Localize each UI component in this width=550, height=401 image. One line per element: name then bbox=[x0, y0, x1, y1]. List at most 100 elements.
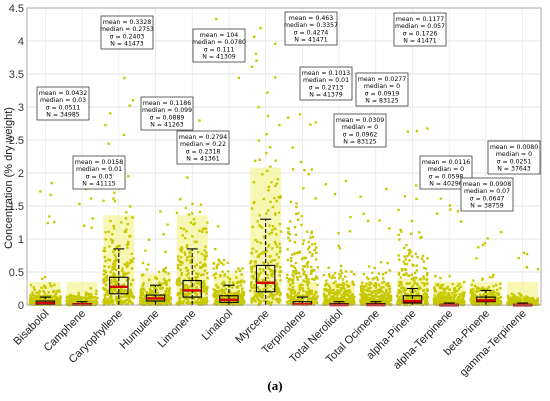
data-point bbox=[214, 301, 217, 305]
data-point bbox=[228, 280, 231, 284]
data-point bbox=[323, 288, 326, 292]
y-tick-label: 1.5 bbox=[9, 201, 24, 213]
data-point bbox=[475, 257, 478, 260]
data-point bbox=[231, 303, 234, 306]
data-point bbox=[177, 258, 180, 261]
data-point bbox=[169, 297, 173, 300]
data-point bbox=[278, 290, 281, 294]
data-point bbox=[67, 298, 70, 302]
data-point bbox=[197, 297, 200, 301]
data-point bbox=[139, 288, 143, 292]
data-point bbox=[46, 221, 50, 225]
data-point bbox=[335, 283, 339, 287]
data-point bbox=[387, 299, 391, 302]
data-point bbox=[370, 297, 373, 300]
box bbox=[182, 280, 202, 298]
data-point bbox=[279, 249, 282, 253]
data-point bbox=[274, 287, 277, 291]
data-point bbox=[102, 281, 105, 284]
data-point bbox=[271, 259, 274, 262]
data-point bbox=[165, 290, 168, 294]
data-point bbox=[253, 35, 256, 38]
data-point bbox=[446, 298, 449, 301]
data-point bbox=[435, 212, 439, 215]
data-point bbox=[324, 294, 327, 297]
data-point bbox=[179, 301, 182, 305]
data-point bbox=[141, 261, 145, 265]
data-point bbox=[95, 289, 98, 293]
data-point bbox=[297, 298, 301, 301]
data-point bbox=[190, 212, 194, 215]
data-point bbox=[473, 284, 477, 288]
data-point bbox=[286, 258, 290, 262]
data-point bbox=[103, 302, 107, 306]
data-point bbox=[517, 300, 520, 303]
data-point bbox=[204, 298, 207, 302]
data-point bbox=[399, 291, 403, 294]
data-point bbox=[252, 201, 256, 205]
data-point bbox=[103, 255, 107, 259]
data-point bbox=[434, 290, 438, 293]
data-point bbox=[329, 289, 333, 292]
data-point bbox=[122, 288, 125, 292]
data-point bbox=[292, 265, 295, 268]
data-point bbox=[128, 295, 132, 298]
data-point bbox=[294, 261, 298, 265]
data-point bbox=[304, 273, 308, 277]
data-point bbox=[380, 293, 383, 297]
data-point bbox=[374, 299, 378, 302]
data-point bbox=[205, 291, 208, 295]
data-point bbox=[309, 123, 312, 126]
data-point bbox=[254, 293, 257, 296]
data-point bbox=[324, 284, 327, 287]
data-point bbox=[186, 176, 189, 179]
data-point bbox=[423, 282, 427, 285]
data-point bbox=[424, 301, 427, 305]
data-point bbox=[416, 255, 419, 259]
data-point bbox=[322, 292, 326, 296]
data-point bbox=[216, 302, 219, 306]
data-point bbox=[159, 287, 162, 291]
data-point bbox=[327, 298, 330, 301]
data-point bbox=[315, 246, 318, 249]
data-point bbox=[275, 233, 278, 236]
data-point bbox=[127, 243, 130, 246]
data-point bbox=[440, 284, 443, 287]
data-point bbox=[302, 272, 305, 276]
data-point bbox=[222, 288, 226, 292]
data-point bbox=[416, 283, 419, 287]
data-point bbox=[422, 260, 426, 263]
data-point bbox=[251, 225, 254, 229]
data-point bbox=[115, 282, 119, 286]
data-point bbox=[258, 302, 262, 306]
data-point bbox=[488, 296, 492, 300]
stat-line: median = 0.0780 bbox=[192, 39, 246, 46]
data-point bbox=[421, 254, 425, 258]
data-point bbox=[185, 284, 189, 287]
data-point bbox=[287, 280, 290, 283]
data-point bbox=[506, 294, 510, 298]
data-point bbox=[278, 123, 281, 127]
data-point bbox=[400, 286, 403, 290]
stat-line: N = 41473 bbox=[110, 41, 143, 48]
data-point bbox=[271, 228, 274, 232]
data-point bbox=[266, 283, 269, 286]
data-point bbox=[347, 284, 351, 288]
stat-line: mean = 0.1177 bbox=[396, 16, 444, 23]
data-point bbox=[499, 295, 503, 299]
data-point bbox=[374, 293, 378, 296]
data-point bbox=[29, 283, 33, 287]
data-point bbox=[157, 295, 161, 299]
data-point bbox=[202, 273, 205, 276]
data-point bbox=[267, 209, 270, 212]
data-point bbox=[483, 242, 487, 245]
data-point bbox=[297, 218, 300, 221]
data-point bbox=[118, 244, 121, 248]
data-point bbox=[155, 292, 158, 296]
data-point bbox=[403, 268, 407, 271]
data-point bbox=[422, 293, 425, 296]
data-point bbox=[122, 291, 126, 294]
data-point bbox=[432, 303, 436, 306]
stat-line: median = 0 bbox=[364, 83, 400, 90]
data-point bbox=[478, 293, 482, 297]
